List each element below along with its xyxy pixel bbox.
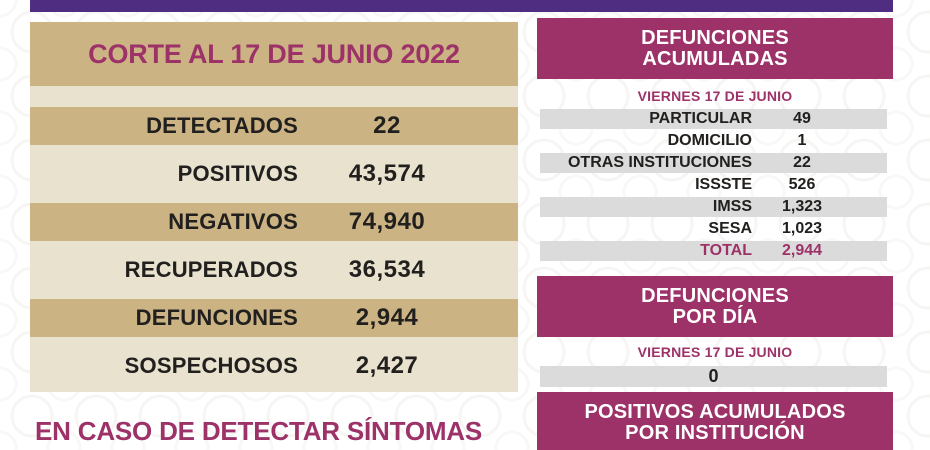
summary-row-label: DETECTADOS [146,113,298,138]
summary-row-label: DEFUNCIONES [135,305,298,330]
institution-row-label: PARTICULAR [649,110,752,127]
institution-row-label: IMSS [712,198,752,215]
institution-row-otras-instituciones: OTRAS INSTITUCIONES 22 [540,153,887,173]
deaths-accumulated-title-line1: DEFUNCIONES [641,26,789,49]
deaths-per-day-date: VIERNES 17 DE JUNIO [637,344,793,360]
positives-by-institution-header: POSITIVOS ACUMULADOS POR INSTITUCIÓN [537,392,893,450]
summary-row-recuperados: RECUPERADOS 36,534 [30,246,518,294]
institution-row-value: 1 [797,132,807,149]
positives-by-institution-title-line1: POSITIVOS ACUMULADOS [584,401,846,423]
summary-row-negativos: NEGATIVOS 74,940 [30,203,518,241]
summary-row-value: 74,940 [348,208,426,235]
institution-row-issste: ISSSTE 526 [540,175,887,195]
summary-row-label: SOSPECHOSOS [124,353,298,378]
summary-row-defunciones: DEFUNCIONES 2,944 [30,299,518,337]
summary-row-positivos: POSITIVOS 43,574 [30,150,518,198]
institution-row-imss: IMSS 1,323 [540,197,887,217]
summary-row-sospechosos: SOSPECHOSOS 2,427 [30,342,518,390]
report-cutoff-title: CORTE AL 17 DE JUNIO 2022 [88,38,460,69]
institution-row-total: TOTAL 2,944 [540,241,887,261]
report-cutoff-header: CORTE AL 17 DE JUNIO 2022 [30,22,518,86]
summary-row-value: 2,427 [355,352,419,379]
summary-row-value: 22 [373,112,401,139]
deaths-per-day-title-line1: DEFUNCIONES [641,284,789,307]
deaths-accumulated-date: VIERNES 17 DE JUNIO [637,88,793,104]
institution-row-domicilio: DOMICILIO 1 [540,131,887,151]
institution-row-value: 49 [793,110,811,127]
institution-row-label: TOTAL [700,242,752,259]
institution-row-value: 2,944 [781,242,823,259]
institution-row-value: 22 [793,154,811,171]
deaths-per-day-title-line2: POR DÍA [672,305,758,328]
top-accent-bar [30,0,893,12]
summary-row-label: RECUPERADOS [124,257,298,282]
institution-row-particular: PARTICULAR 49 [540,109,887,129]
institution-row-label: ISSSTE [695,176,752,193]
institution-row-value: 1,323 [781,198,823,215]
positives-by-institution-title-line2: POR INSTITUCIÓN [625,422,805,444]
summary-row-label: NEGATIVOS [168,209,298,234]
summary-row-label: POSITIVOS [177,161,298,186]
institution-row-value: 526 [788,176,816,193]
deaths-per-day-header: DEFUNCIONES POR DÍA [537,276,893,337]
deaths-accumulated-title-line2: ACUMULADAS [642,47,788,70]
summary-row-detectados: DETECTADOS 22 [30,107,518,145]
symptoms-notice: EN CASO DE DETECTAR SÍNTOMAS [35,416,483,446]
deaths-accumulated-header: DEFUNCIONES ACUMULADAS [537,18,893,79]
deaths-accumulated-table: PARTICULAR 49 DOMICILIO 1 OTRAS INSTITUC… [540,107,887,263]
summary-row-value: 36,534 [348,256,426,283]
institution-row-label: OTRAS INSTITUCIONES [567,154,752,171]
summary-row-value: 43,574 [348,160,426,187]
institution-row-label: DOMICILIO [667,132,752,149]
deaths-per-day-value-row: 0 [540,366,887,387]
institution-row-sesa: SESA 1,023 [540,219,887,239]
institution-row-label: SESA [708,220,752,237]
summary-row-value: 2,944 [355,304,419,331]
summary-table: DETECTADOS 22 POSITIVOS 43,574 NEGATIVOS… [30,86,518,392]
institution-row-value: 1,023 [781,220,823,237]
deaths-per-day-value: 0 [708,366,719,386]
